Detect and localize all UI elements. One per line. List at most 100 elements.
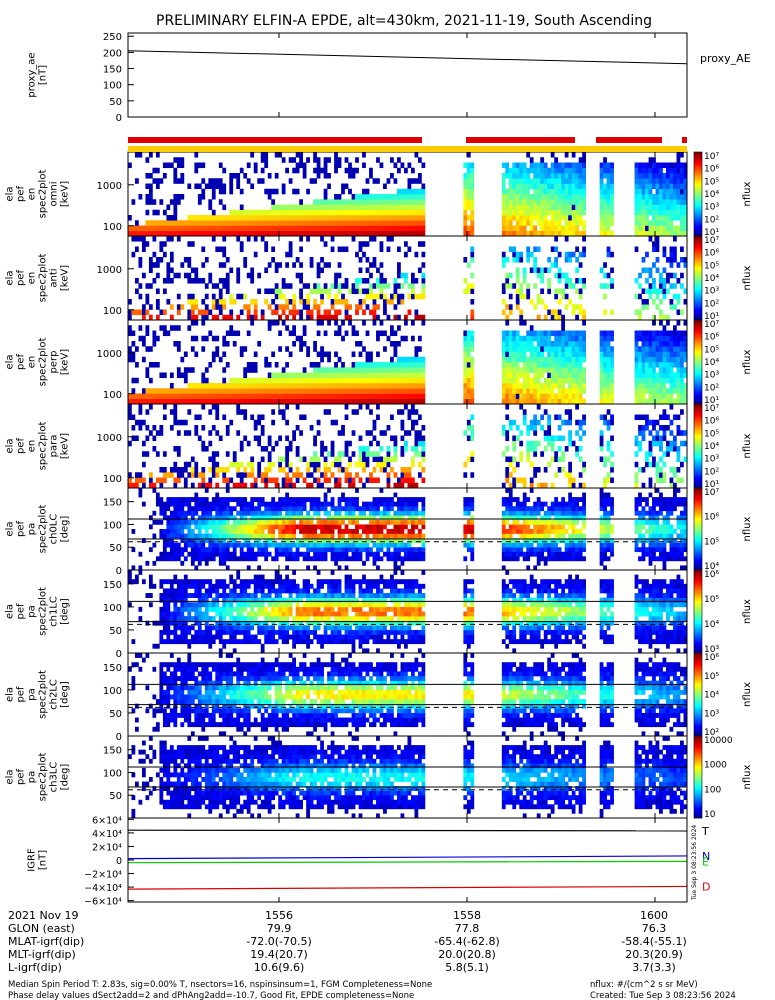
heatmap-cell — [264, 220, 269, 226]
heatmap-cell — [134, 419, 139, 426]
heatmap-cell — [229, 188, 234, 195]
heatmap-cell — [522, 372, 527, 379]
heatmap-cell — [334, 351, 338, 358]
heatmap-cell — [564, 362, 569, 368]
heatmap-cell — [152, 446, 157, 452]
heatmap-cell — [309, 314, 314, 321]
heatmap-cell — [260, 519, 265, 525]
heatmap-cell — [470, 251, 475, 258]
heatmap-cell — [554, 178, 559, 184]
heatmap-cell — [236, 524, 241, 530]
heatmap-cell — [187, 461, 192, 468]
heatmap-cell — [222, 251, 227, 258]
heatmap-cell — [421, 162, 426, 169]
heatmap-cell — [278, 377, 283, 384]
heatmap-cell — [655, 461, 660, 468]
heatmap-cell — [355, 167, 359, 174]
panel-en_omni: ela pef en spec2plot omni [keV]10⁷10⁶10⁵10⁴10… — [5, 151, 753, 238]
heatmap-cell — [243, 551, 248, 557]
heatmap-cell — [211, 215, 216, 221]
heatmap-cell — [522, 230, 527, 237]
heatmap-cell — [176, 220, 181, 226]
heatmap-cell — [355, 199, 359, 205]
heatmap-cell — [417, 393, 422, 400]
heatmap-cell — [599, 446, 604, 452]
heatmap-cell — [295, 451, 300, 457]
heatmap-cell — [134, 393, 139, 400]
heatmap-cell — [239, 346, 244, 352]
heatmap-cell — [236, 542, 241, 548]
heatmap-cell — [554, 393, 559, 400]
heatmap-cell — [176, 304, 181, 310]
heatmap-cell — [634, 372, 639, 379]
heatmap-cell — [648, 367, 653, 373]
heatmap-cell — [155, 220, 160, 226]
colorbar-segment — [694, 408, 702, 411]
heatmap-cell — [393, 162, 398, 169]
heatmap-cell — [152, 435, 157, 442]
heatmap-cell — [260, 220, 265, 226]
heatmap-cell — [358, 225, 363, 232]
heatmap-cell — [659, 199, 663, 205]
heatmap-cell — [666, 398, 670, 405]
heatmap-cell — [529, 251, 534, 258]
heatmap-cell — [543, 220, 548, 226]
heatmap-cell — [645, 362, 649, 368]
colorbar-segment — [694, 196, 702, 199]
heatmap-cell — [197, 194, 202, 200]
heatmap-cell — [180, 393, 185, 400]
heatmap-cell — [669, 183, 674, 190]
heatmap-cell — [386, 236, 391, 242]
heatmap-cell — [680, 351, 684, 358]
heatmap-cell — [355, 367, 359, 373]
heatmap-cell — [648, 446, 653, 452]
heatmap-cell — [571, 188, 576, 195]
heatmap-cell — [306, 157, 310, 163]
heatmap-cell — [522, 267, 527, 274]
heatmap-cell — [557, 178, 562, 184]
heatmap-cell — [299, 220, 303, 226]
heatmap-cell — [365, 330, 370, 337]
heatmap-cell — [330, 215, 335, 221]
heatmap-cell — [236, 398, 241, 405]
heatmap-cell — [183, 419, 188, 426]
heatmap-cell — [533, 167, 538, 174]
heatmap-cell — [204, 183, 209, 190]
heatmap-cell — [243, 388, 248, 394]
heatmap-cell — [197, 278, 202, 284]
heatmap-cell — [323, 167, 328, 174]
heatmap-cell — [288, 309, 293, 316]
heatmap-cell — [183, 220, 188, 226]
heatmap-cell — [501, 204, 506, 211]
heatmap-cell — [148, 230, 153, 237]
heatmap-cell — [320, 446, 324, 452]
heatmap-cell — [285, 538, 290, 543]
heatmap-cell — [201, 519, 206, 525]
heatmap-cell — [557, 288, 562, 295]
heatmap-cell — [232, 482, 237, 489]
heatmap-cell — [243, 515, 248, 521]
heatmap-cell — [680, 398, 684, 405]
heatmap-cell — [383, 299, 387, 305]
heatmap-cell — [512, 173, 517, 179]
heatmap-cell — [232, 524, 237, 530]
heatmap-cell — [341, 451, 345, 457]
heatmap-cell — [253, 299, 258, 305]
heatmap-cell — [323, 199, 328, 205]
heatmap-cell — [246, 393, 251, 400]
heatmap-cell — [362, 482, 366, 489]
heatmap-cell — [466, 262, 471, 268]
heatmap-cell — [302, 377, 307, 384]
heatmap-cell — [610, 173, 614, 179]
heatmap-cell — [302, 551, 307, 557]
heatmap-cell — [215, 542, 220, 548]
heatmap-cell — [610, 414, 614, 421]
heatmap-cell — [166, 204, 171, 211]
heatmap-cell — [337, 456, 342, 463]
heatmap-cell — [400, 215, 405, 221]
heatmap-cell — [211, 220, 216, 226]
heatmap-cell — [393, 372, 398, 379]
heatmap-cell — [505, 372, 510, 379]
heatmap-cell — [641, 335, 646, 342]
heatmap-cell — [313, 362, 317, 368]
